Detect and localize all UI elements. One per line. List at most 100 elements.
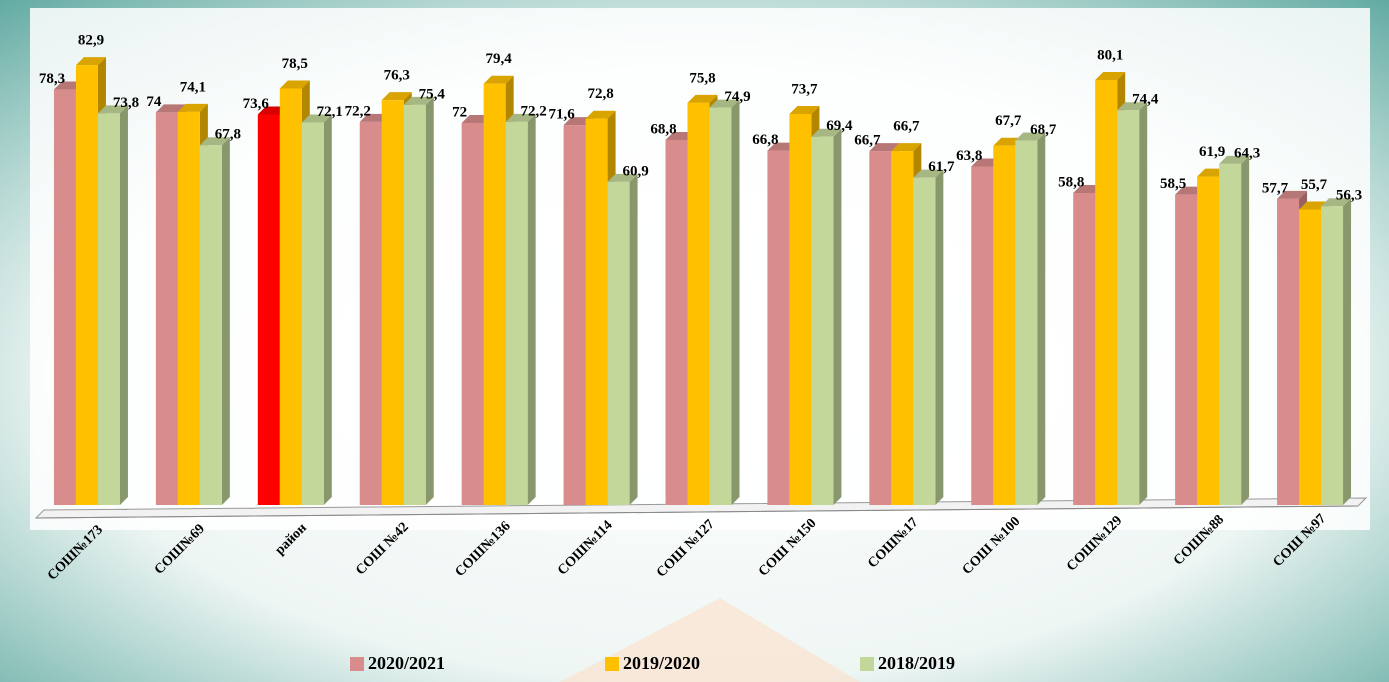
bar-side — [833, 128, 842, 505]
bar-top — [585, 110, 616, 119]
x-axis — [35, 505, 1359, 519]
bar-side — [221, 137, 230, 505]
bar — [811, 136, 834, 505]
value-label: 78,5 — [282, 56, 308, 72]
value-label: 73,8 — [113, 95, 139, 111]
value-label: 68,7 — [1030, 122, 1057, 138]
bar-top — [869, 143, 900, 152]
bar-top — [301, 114, 332, 123]
bar-top — [1321, 198, 1352, 207]
bar — [1175, 194, 1198, 505]
bar — [687, 102, 710, 505]
bar-side — [935, 169, 944, 505]
bar-side — [527, 113, 536, 506]
bar — [869, 151, 892, 505]
bar — [789, 113, 812, 505]
value-label: 67,8 — [215, 127, 241, 143]
legend-swatch — [605, 657, 619, 671]
bar-side — [1241, 155, 1250, 505]
value-label: 64,3 — [1234, 145, 1260, 161]
bar-side — [629, 173, 638, 505]
bar-top — [1015, 132, 1046, 141]
value-label: 74 — [146, 94, 162, 110]
value-label: 66,7 — [854, 133, 881, 149]
bar-side — [731, 99, 740, 505]
bar-top — [155, 104, 186, 113]
value-label: 58,8 — [1058, 174, 1084, 190]
legend-label: 2019/2020 — [623, 653, 700, 673]
bar-top — [1095, 71, 1126, 80]
value-label: 66,8 — [752, 132, 778, 148]
bar-top — [199, 137, 230, 146]
bar — [891, 151, 914, 505]
value-label: 56,3 — [1336, 188, 1362, 204]
value-label: 71,6 — [548, 107, 575, 123]
bar — [1073, 193, 1096, 506]
value-label: 74,4 — [1132, 92, 1159, 108]
bar — [359, 121, 382, 506]
value-label: 79,4 — [486, 51, 513, 67]
legend-label: 2020/2021 — [368, 653, 445, 673]
bar-side — [1343, 198, 1352, 506]
bar — [461, 122, 484, 505]
bar — [1277, 198, 1300, 505]
bar — [97, 113, 120, 506]
bar — [403, 104, 426, 506]
value-label: 57,7 — [1262, 180, 1289, 196]
value-label: 80,1 — [1097, 47, 1123, 63]
value-label: 72 — [452, 104, 467, 120]
value-label: 69,4 — [826, 118, 853, 134]
bar — [665, 139, 688, 505]
bar-top — [1277, 190, 1308, 199]
bar-top — [97, 105, 128, 114]
bar — [483, 83, 506, 505]
value-label: 76,3 — [384, 68, 410, 84]
bar — [1197, 176, 1220, 505]
bar — [767, 150, 790, 505]
bar-top — [505, 113, 536, 122]
value-label: 74,9 — [724, 89, 750, 105]
value-label: 73,7 — [791, 81, 818, 97]
bar — [279, 88, 302, 506]
value-label: 72,8 — [587, 86, 613, 102]
legend-swatch — [860, 657, 874, 671]
bar-side — [1139, 102, 1148, 505]
bar — [505, 121, 528, 506]
value-label: 60,9 — [622, 163, 648, 179]
bar-top — [891, 143, 922, 152]
bar — [1219, 163, 1242, 505]
bar-top — [789, 105, 820, 114]
bar-top — [1117, 102, 1148, 111]
value-label: 82,9 — [78, 33, 104, 49]
bar-side — [425, 96, 434, 506]
value-label: 68,8 — [650, 121, 676, 137]
bar — [585, 118, 608, 506]
bar — [53, 89, 76, 505]
bar-top — [279, 80, 310, 89]
bar — [607, 181, 630, 505]
bar — [1015, 140, 1038, 505]
bar — [381, 100, 404, 505]
bar — [257, 114, 280, 505]
bar — [563, 125, 586, 506]
bar-top — [177, 103, 208, 112]
value-label: 72,1 — [317, 104, 343, 120]
bar-top — [709, 99, 740, 108]
value-label: 58,5 — [1160, 176, 1186, 192]
value-label: 55,7 — [1301, 177, 1328, 193]
bar-top — [607, 173, 638, 182]
bar-top — [403, 96, 434, 105]
bar — [75, 65, 98, 506]
decor — [560, 598, 860, 682]
bar-top — [381, 92, 412, 101]
bar — [1299, 209, 1322, 506]
bar — [1321, 206, 1344, 506]
bar — [1117, 110, 1140, 505]
bar — [993, 145, 1016, 506]
bar-top — [75, 57, 106, 66]
value-label: 78,3 — [39, 71, 65, 87]
bar-top — [811, 128, 842, 137]
value-label: 66,7 — [893, 119, 920, 135]
